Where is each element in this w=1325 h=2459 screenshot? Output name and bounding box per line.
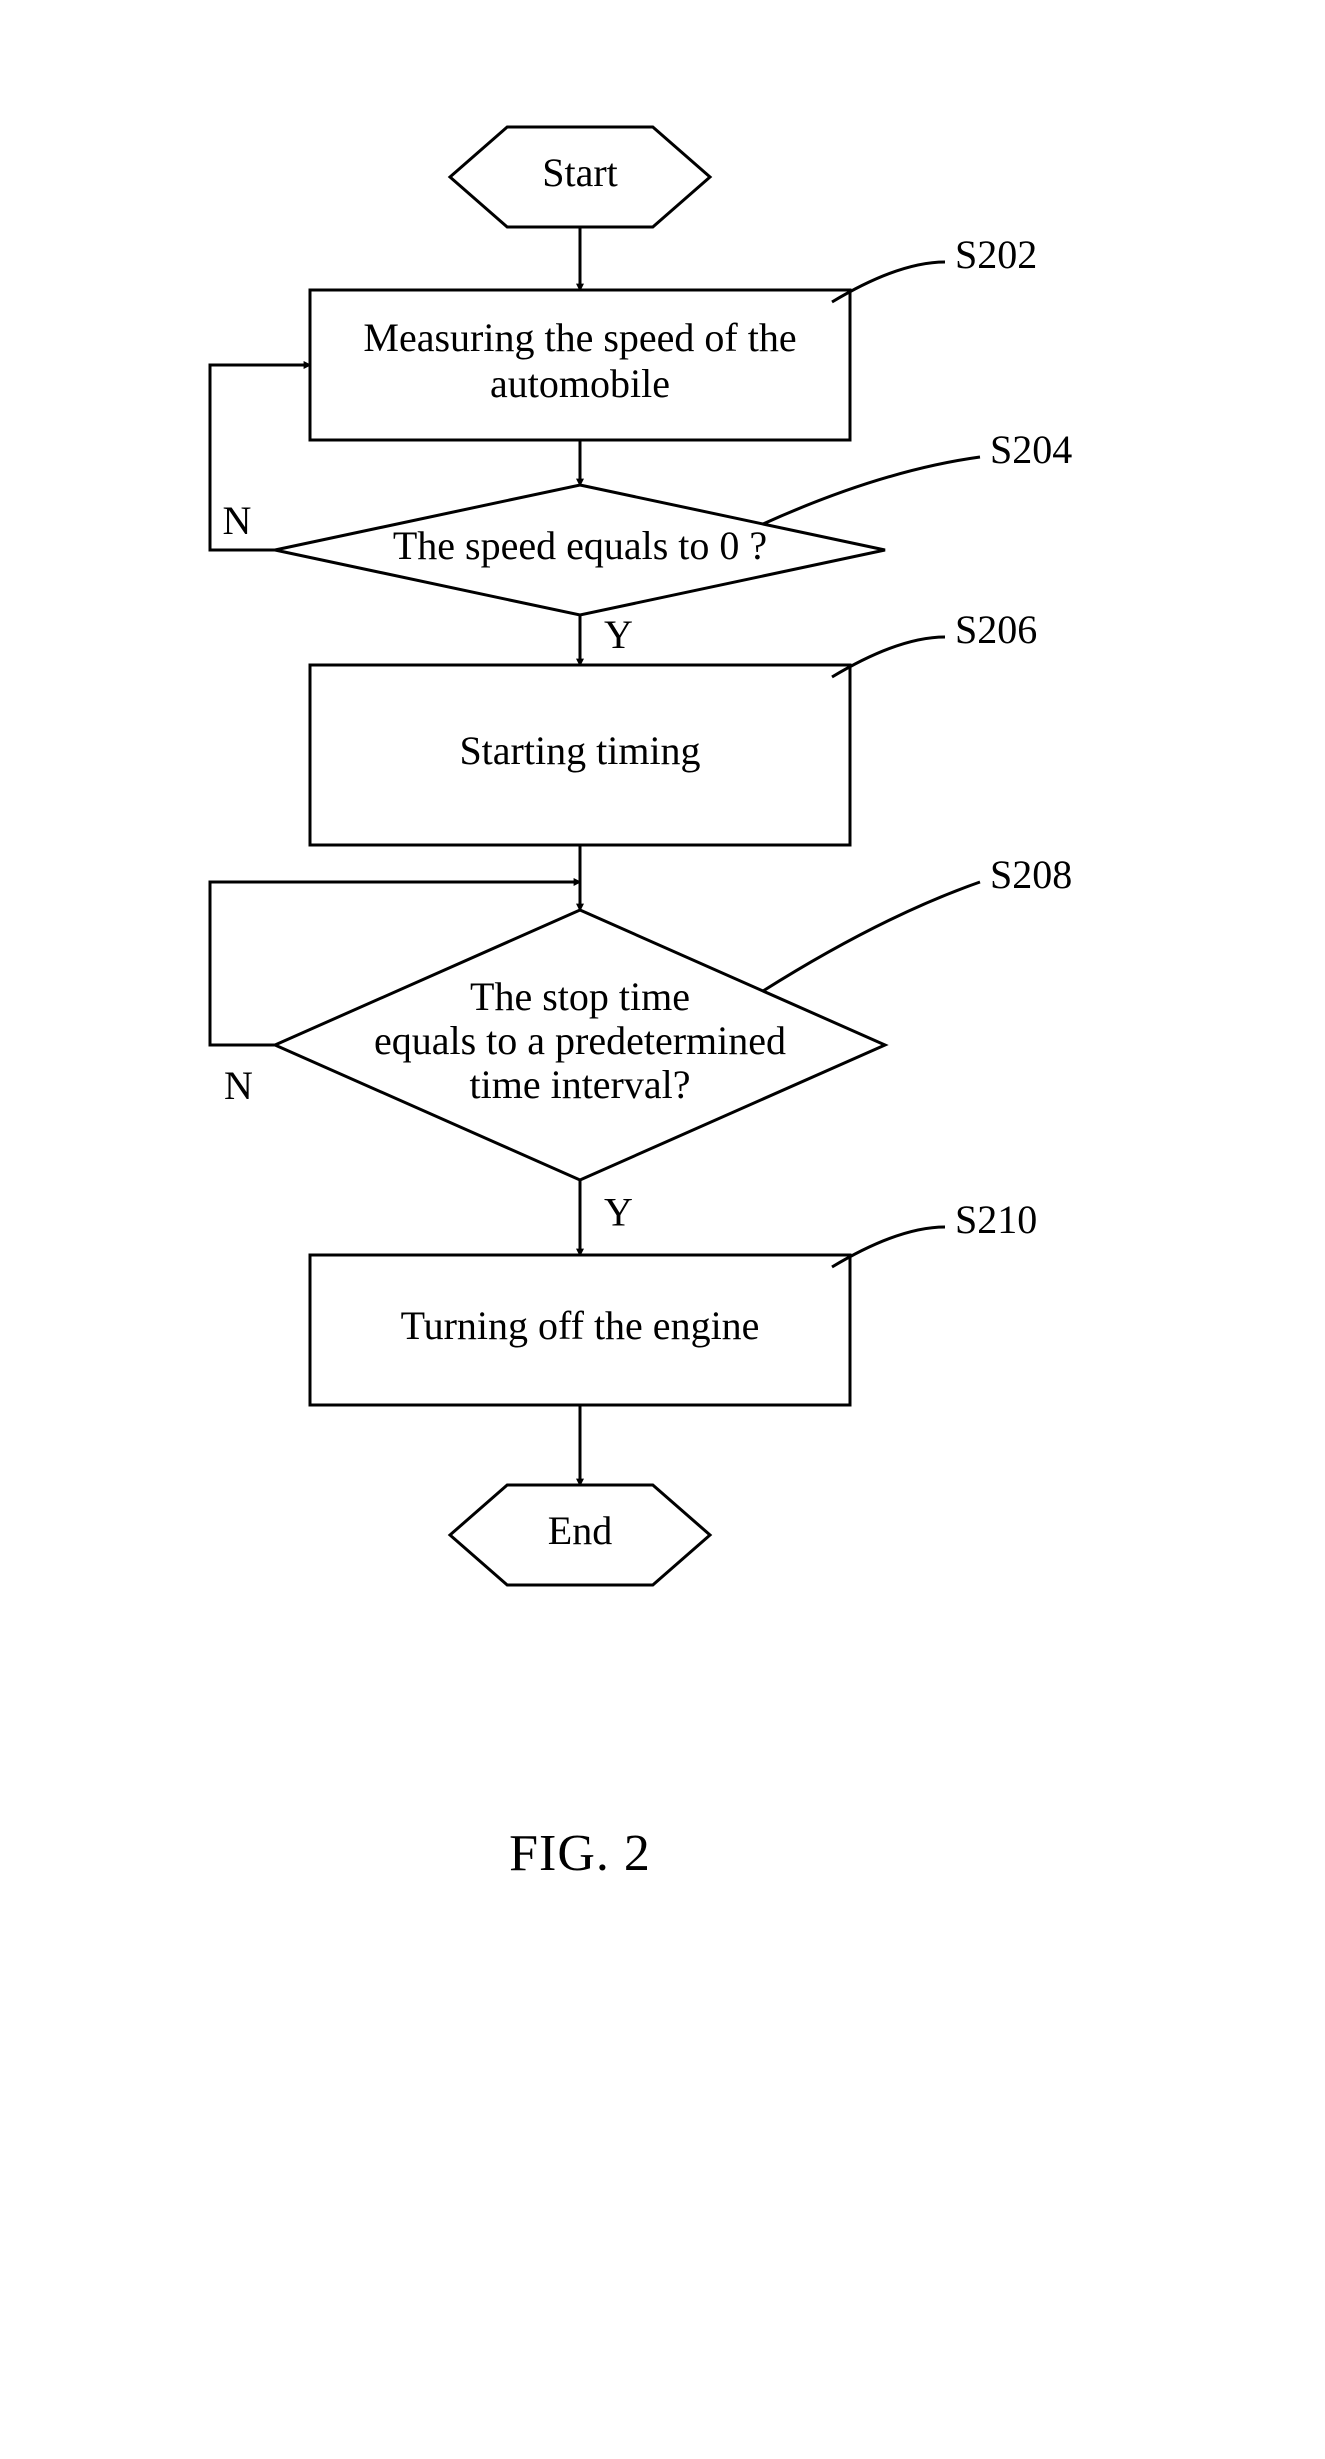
step-ref-s202: S202 [955, 232, 1037, 277]
step-ref-s208: S208 [990, 852, 1072, 897]
step-ref-s204: S204 [990, 427, 1072, 472]
step-ref-leader [763, 882, 980, 991]
node-end-label: End [548, 1508, 612, 1553]
node-start-label: Start [542, 150, 618, 195]
edge-label-n: N [224, 1063, 253, 1108]
step-ref-s206: S206 [955, 607, 1037, 652]
figure-caption: FIG. 2 [509, 1825, 651, 1882]
edge-label-n: N [223, 498, 252, 543]
step-ref-s210: S210 [955, 1197, 1037, 1242]
node-measure-label: automobile [490, 361, 670, 406]
node-measure-label: Measuring the speed of the [363, 315, 796, 360]
node-timer-label: Starting timing [459, 728, 700, 773]
node-stopq-label: time interval? [469, 1062, 690, 1107]
node-speed0-label: The speed equals to 0 ? [393, 523, 767, 568]
page: Start Measuring the speed of theautomobil… [0, 0, 1325, 2459]
node-turnoff-label: Turning off the engine [401, 1303, 760, 1348]
node-stopq-label: The stop time [470, 974, 690, 1019]
edge-label-y: Y [604, 612, 633, 657]
edge-label-y: Y [604, 1190, 633, 1235]
step-ref-leader [763, 457, 980, 524]
node-stopq-label: equals to a predetermined [374, 1018, 786, 1063]
flowchart-svg: Start Measuring the speed of theautomobil… [0, 0, 1325, 2459]
